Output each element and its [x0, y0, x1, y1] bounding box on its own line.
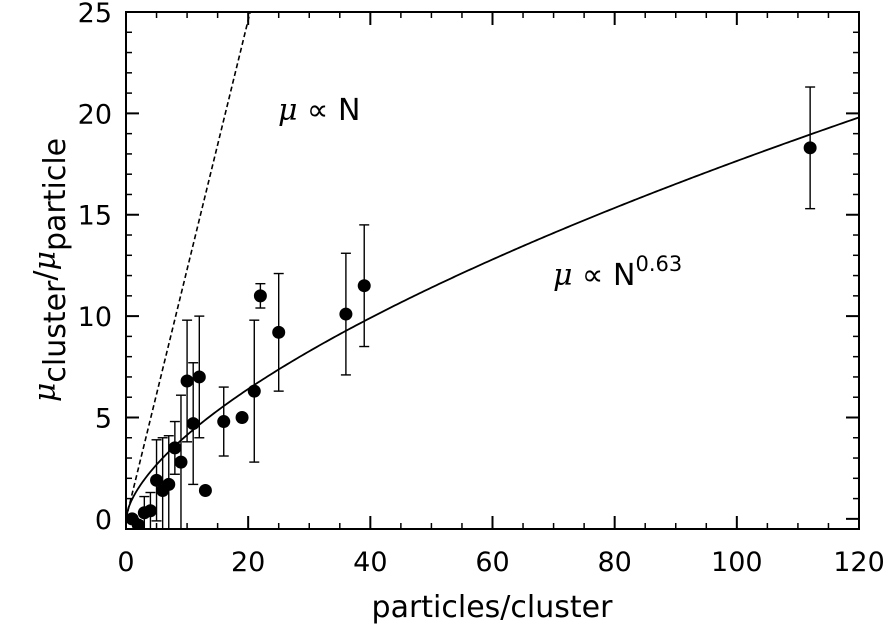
- data-point-16: [253, 289, 267, 303]
- linear-fit-label-mu: μ: [278, 93, 298, 128]
- data-point-4: [150, 473, 164, 487]
- data-point-9: [180, 374, 194, 388]
- data-point-13: [217, 415, 231, 429]
- x-tick-label-2: 40: [353, 547, 387, 578]
- data-point-3: [143, 504, 157, 518]
- data-point-17: [272, 325, 286, 339]
- data-point-8: [174, 455, 188, 469]
- y-tick-label-1: 5: [95, 403, 112, 434]
- power-fit-label-exponent: 0.63: [635, 252, 682, 276]
- power-fit-label-mu: μ: [553, 258, 573, 293]
- y-axis-label: μcluster/μparticle: [28, 138, 73, 402]
- x-tick-label-6: 120: [833, 547, 885, 578]
- y-tick-label-5: 25: [78, 0, 112, 29]
- linear-fit-line: [126, 12, 251, 520]
- data-point-19: [357, 279, 371, 293]
- data-point-11: [192, 370, 206, 384]
- x-tick-label-4: 80: [597, 547, 631, 578]
- data-point-12: [198, 483, 212, 497]
- svg-text:μcluster/μparticle: μcluster/μparticle: [28, 138, 73, 402]
- data-point-18: [339, 307, 353, 321]
- x-tick-label-3: 60: [475, 547, 509, 578]
- y-tick-label-4: 20: [78, 99, 112, 130]
- data-point-7: [168, 441, 182, 455]
- y-axis-label-den-sub: particle: [38, 138, 73, 251]
- linear-fit-label: μ ∝ N: [278, 93, 360, 128]
- axis-ticks: 0 20 40 60 80 100 120 0 5 10 15 20 25: [78, 0, 885, 578]
- power-fit-label: μ ∝ N0.63: [553, 252, 682, 293]
- x-tick-label-1: 20: [231, 547, 265, 578]
- y-axis-label-num-sub: cluster: [38, 280, 73, 383]
- y-tick-label-3: 15: [78, 201, 112, 232]
- y-axis-label-mu: μ: [28, 383, 63, 403]
- y-tick-label-2: 10: [78, 302, 112, 333]
- x-axis-label: particles/cluster: [372, 590, 614, 625]
- x-tick-label-0: 0: [117, 547, 134, 578]
- data-point-1: [131, 518, 145, 529]
- data-point-10: [186, 417, 200, 431]
- y-tick-label-0: 0: [95, 505, 112, 536]
- data-point-15: [247, 384, 261, 398]
- data-point-20: [803, 141, 817, 155]
- data-point-14: [235, 410, 249, 424]
- y-axis-label-slash: /: [28, 270, 63, 281]
- y-axis-label-mu-2: μ: [28, 251, 63, 271]
- power-fit-label-main: ∝ N: [573, 258, 636, 293]
- data-point-6: [162, 477, 176, 491]
- linear-fit-label-main: ∝ N: [298, 93, 361, 128]
- x-tick-label-5: 100: [711, 547, 763, 578]
